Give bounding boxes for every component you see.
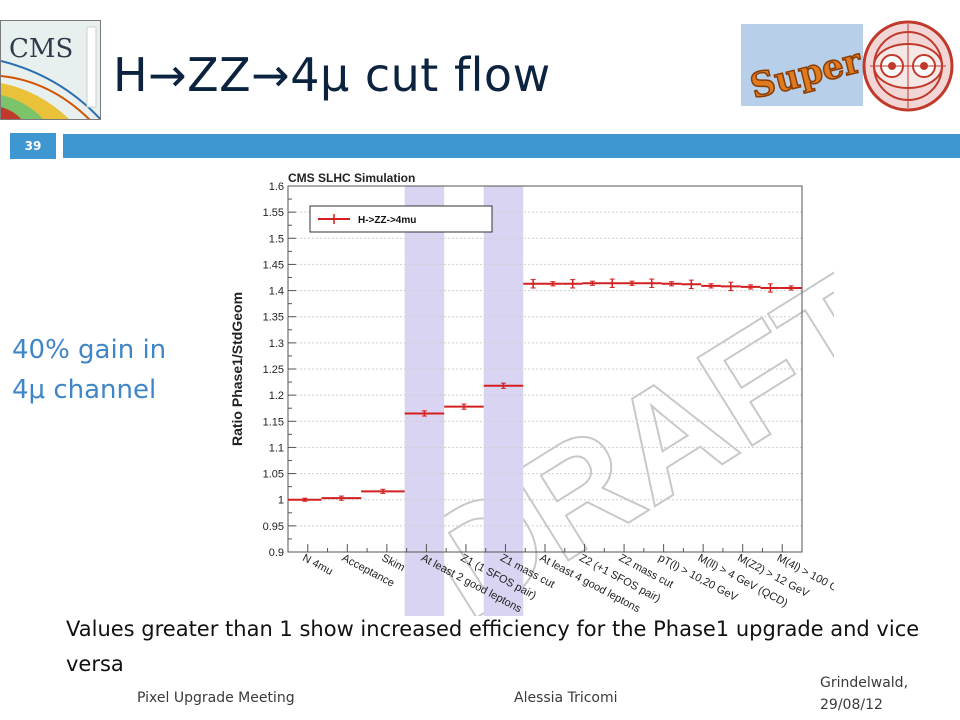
footer-event: Pixel Upgrade Meeting: [137, 690, 295, 706]
chart-legend: H->ZZ->4mu: [309, 205, 493, 233]
page-title: H→ZZ→4μ cut flow: [113, 48, 551, 102]
data-series: [288, 278, 802, 502]
y-axis-ticks: 0.9 0.95 1 1.05 1.1 1.15 1.2 1.25 1.3 1.35 1.4 1.45…: [263, 181, 296, 559]
legend-label: H->ZZ->4mu: [358, 215, 416, 226]
highlight-band: [483, 186, 524, 616]
y-tick-label: 1.6: [269, 181, 284, 193]
y-tick-label: 1.05: [263, 469, 284, 481]
y-tick-label: 1.3: [269, 338, 284, 350]
super-logo-text: Super: [746, 41, 863, 106]
super-logo: Super: [741, 24, 867, 108]
y-tick-label: 1.4: [269, 286, 284, 298]
y-tick-label: 1: [278, 495, 284, 507]
y-tick-label: 1.5: [269, 233, 284, 245]
y-tick-label: 1.25: [263, 364, 284, 376]
x-tick-label: N 4mu: [300, 552, 334, 578]
y-tick-label: 1.35: [263, 312, 284, 324]
header-rule: [63, 134, 960, 158]
highlight-band: [404, 186, 445, 616]
gain-callout: 40% gain in 4μ channel: [12, 330, 212, 410]
footer-location-date: Grindelwald, 29/08/12: [820, 672, 908, 716]
cut-flow-chart: DRAFT 0.9 0.95 1 1.05 1.1 1.15 1.2 1.25 1.3 1.35 1…: [208, 168, 917, 651]
caption-text: Values greater than 1 show increased eff…: [66, 617, 920, 676]
y-tick-label: 1.55: [263, 207, 284, 219]
y-axis-label: Ratio Phase1/StdGeom: [229, 292, 245, 446]
y-tick-label: 1.15: [263, 416, 284, 428]
cms-logo-text: CMS: [9, 34, 73, 64]
cms-logo: CMS: [0, 20, 101, 120]
footer-date: 29/08/12: [820, 697, 883, 713]
footer-location: Grindelwald,: [820, 675, 909, 691]
y-tick-label: 1.1: [269, 442, 284, 454]
y-tick-label: 1.2: [269, 390, 284, 402]
chart-title: CMS SLHC Simulation: [288, 171, 415, 185]
x-tick-label: Skim: [379, 552, 406, 574]
y-tick-label: 0.95: [263, 521, 284, 533]
callout-line-2: 4μ channel: [12, 375, 157, 405]
cms-logo-graphic: CMS: [1, 21, 100, 119]
footer-author: Alessia Tricomi: [514, 690, 618, 706]
y-tick-label: 1.45: [263, 259, 284, 271]
page-number: 39: [10, 133, 56, 159]
chart-svg: DRAFT 0.90.9511.051.11.151.21.251.31.351…: [229, 171, 917, 651]
lhc-cross-section-icon: [860, 18, 956, 114]
super-logo-graphic: Super: [746, 40, 867, 108]
callout-line-1: 40% gain in: [12, 335, 167, 365]
highlight-bands: [404, 186, 524, 616]
y-tick-label: 0.9: [269, 547, 284, 559]
